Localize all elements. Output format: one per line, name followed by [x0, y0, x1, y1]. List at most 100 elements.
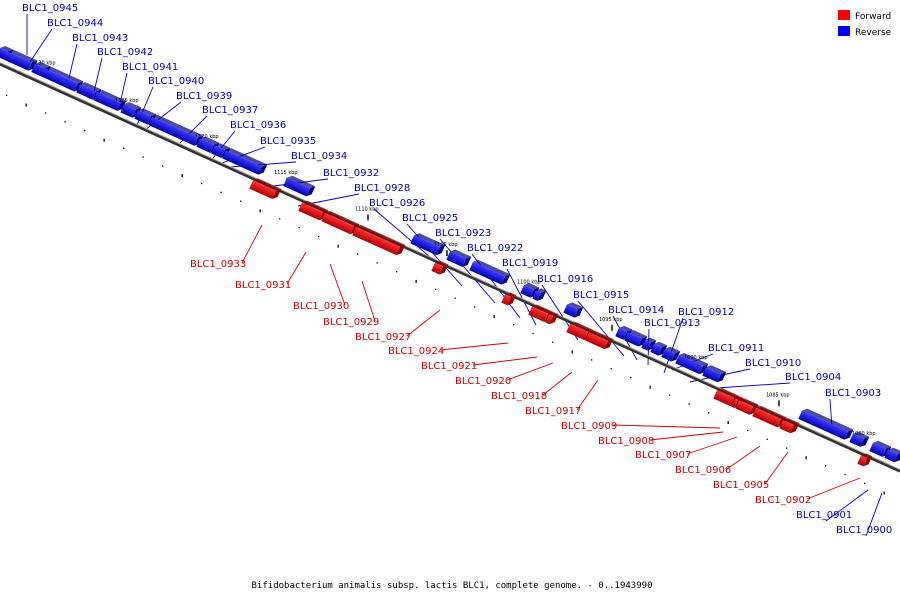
reverse-gene-label[interactable]: BLC1_0900: [836, 525, 892, 536]
scale-dot: [571, 350, 573, 354]
scale-dot: [649, 385, 651, 389]
reverse-gene-block: [410, 233, 446, 256]
forward-gene-block: [249, 178, 282, 200]
scale-dot: [747, 429, 749, 432]
reverse-gene-label[interactable]: BLC1_0939: [176, 91, 232, 102]
forward-label-connector: [806, 477, 861, 500]
reverse-gene-block: [222, 148, 268, 175]
scale-dot: [864, 482, 866, 485]
reverse-gene-label[interactable]: BLC1_0916: [537, 274, 593, 285]
reverse-gene-label[interactable]: BLC1_0945: [22, 3, 78, 14]
reverse-gene-label[interactable]: BLC1_0912: [678, 307, 734, 318]
forward-label-connector: [686, 436, 738, 455]
reverse-genes: [0, 46, 900, 463]
tick-label: 1120 kbp: [195, 134, 219, 140]
scale-dot: [415, 279, 417, 283]
forward-gene-block: [857, 453, 873, 467]
scale-dot: [123, 147, 125, 149]
forward-gene-block: [501, 292, 517, 306]
forward-gene-label[interactable]: BLC1_0909: [561, 421, 617, 432]
gene-labels: BLC1_0945 BLC1_0944 BLC1_0943 BLC1_0942 BLC1…: [22, 3, 892, 536]
reverse-label-connector: [825, 489, 869, 522]
connector-lines: [26, 14, 883, 537]
forward-gene-label[interactable]: BLC1_0902: [755, 495, 811, 506]
reverse-gene-block: [93, 89, 127, 111]
forward-gene-label[interactable]: BLC1_0907: [635, 450, 691, 461]
forward-gene-label[interactable]: BLC1_0931: [235, 280, 291, 291]
reverse-gene-label[interactable]: BLC1_0904: [785, 372, 841, 383]
reverse-gene-label[interactable]: BLC1_0915: [573, 290, 629, 301]
scale-dot: [103, 138, 105, 142]
forward-gene-label[interactable]: BLC1_0917: [525, 406, 581, 417]
scale-dot: [727, 420, 729, 424]
scale-dot: [591, 359, 593, 361]
reverse-gene-label[interactable]: BLC1_0928: [354, 183, 410, 194]
scale-dot: [883, 491, 885, 495]
reverse-label-connector: [439, 238, 496, 304]
reverse-gene-block: [661, 346, 681, 362]
reverse-gene-block: [41, 66, 84, 92]
scale-dot: [259, 209, 261, 213]
forward-gene-label[interactable]: BLC1_0921: [421, 361, 477, 372]
reverse-gene-block: [446, 249, 472, 267]
reverse-gene-label[interactable]: BLC1_0936: [230, 120, 286, 131]
reverse-label-connector: [373, 208, 439, 265]
scale-dot: [454, 297, 456, 299]
reverse-gene-label[interactable]: BLC1_0903: [825, 388, 881, 399]
reverse-gene-label[interactable]: BLC1_0919: [502, 258, 558, 269]
forward-gene-label[interactable]: BLC1_0905: [713, 480, 769, 491]
forward-gene-label[interactable]: BLC1_0906: [675, 465, 731, 476]
scale-dot: [630, 376, 632, 379]
scale-dot: [45, 112, 47, 114]
forward-label-connector: [439, 342, 509, 351]
tick-label: 1130 kbp: [32, 60, 56, 66]
reverse-gene-label[interactable]: BLC1_0943: [72, 33, 128, 44]
scale-dot: [396, 271, 398, 273]
scale-dot: [142, 156, 144, 158]
reverse-label-connector: [577, 300, 625, 357]
reverse-gene-label[interactable]: BLC1_0923: [435, 228, 491, 239]
forward-label-connector: [764, 451, 789, 485]
forward-gene-label[interactable]: BLC1_0929: [323, 317, 379, 328]
forward-gene-label[interactable]: BLC1_0933: [190, 259, 246, 270]
reverse-label-connector: [93, 57, 103, 93]
reverse-gene-block: [563, 302, 584, 318]
reverse-gene-label[interactable]: BLC1_0940: [148, 76, 204, 87]
forward-label-connector: [406, 309, 441, 337]
reverse-gene-label[interactable]: BLC1_0932: [323, 168, 379, 179]
forward-gene-label[interactable]: BLC1_0924: [388, 346, 444, 357]
tick-label: 1095 kbp: [599, 317, 623, 323]
forward-gene-label[interactable]: BLC1_0918: [491, 391, 547, 402]
scale-dot: [376, 262, 378, 264]
reverse-gene-block: [849, 431, 870, 447]
scale-dot: [6, 94, 8, 97]
reverse-gene-label[interactable]: BLC1_0914: [608, 305, 664, 316]
reverse-gene-label[interactable]: BLC1_0913: [644, 318, 700, 329]
reverse-gene-block: [469, 259, 511, 285]
reverse-gene-label[interactable]: BLC1_0942: [97, 47, 153, 58]
reverse-gene-block: [675, 353, 709, 375]
reverse-gene-label[interactable]: BLC1_0944: [47, 18, 103, 29]
reverse-label-connector: [716, 382, 791, 389]
forward-label-connector: [649, 431, 724, 441]
scale-dot: [493, 315, 495, 319]
scale-dot: [318, 235, 320, 238]
forward-gene-label[interactable]: BLC1_0927: [355, 332, 411, 343]
forward-gene-label[interactable]: BLC1_0908: [598, 436, 654, 447]
reverse-gene-label[interactable]: BLC1_0925: [402, 213, 458, 224]
reverse-gene-label[interactable]: BLC1_0935: [260, 136, 316, 147]
tick-label: 1110 kbp: [355, 206, 379, 212]
tick-label: 1090 kbp: [684, 355, 708, 361]
scale-dot: [279, 218, 281, 220]
forward-gene-label[interactable]: BLC1_0920: [455, 376, 511, 387]
forward-gene-label[interactable]: BLC1_0930: [293, 301, 349, 312]
reverse-gene-label[interactable]: BLC1_0926: [369, 198, 425, 209]
forward-label-connector: [241, 224, 263, 264]
reverse-gene-label[interactable]: BLC1_0922: [467, 243, 523, 254]
reverse-gene-label[interactable]: BLC1_0934: [291, 151, 347, 162]
reverse-gene-label[interactable]: BLC1_0901: [796, 510, 852, 521]
reverse-gene-label[interactable]: BLC1_0941: [122, 62, 178, 73]
reverse-gene-label[interactable]: BLC1_0937: [202, 105, 258, 116]
reverse-gene-label[interactable]: BLC1_0911: [708, 343, 764, 354]
reverse-gene-label[interactable]: BLC1_0910: [745, 358, 801, 369]
